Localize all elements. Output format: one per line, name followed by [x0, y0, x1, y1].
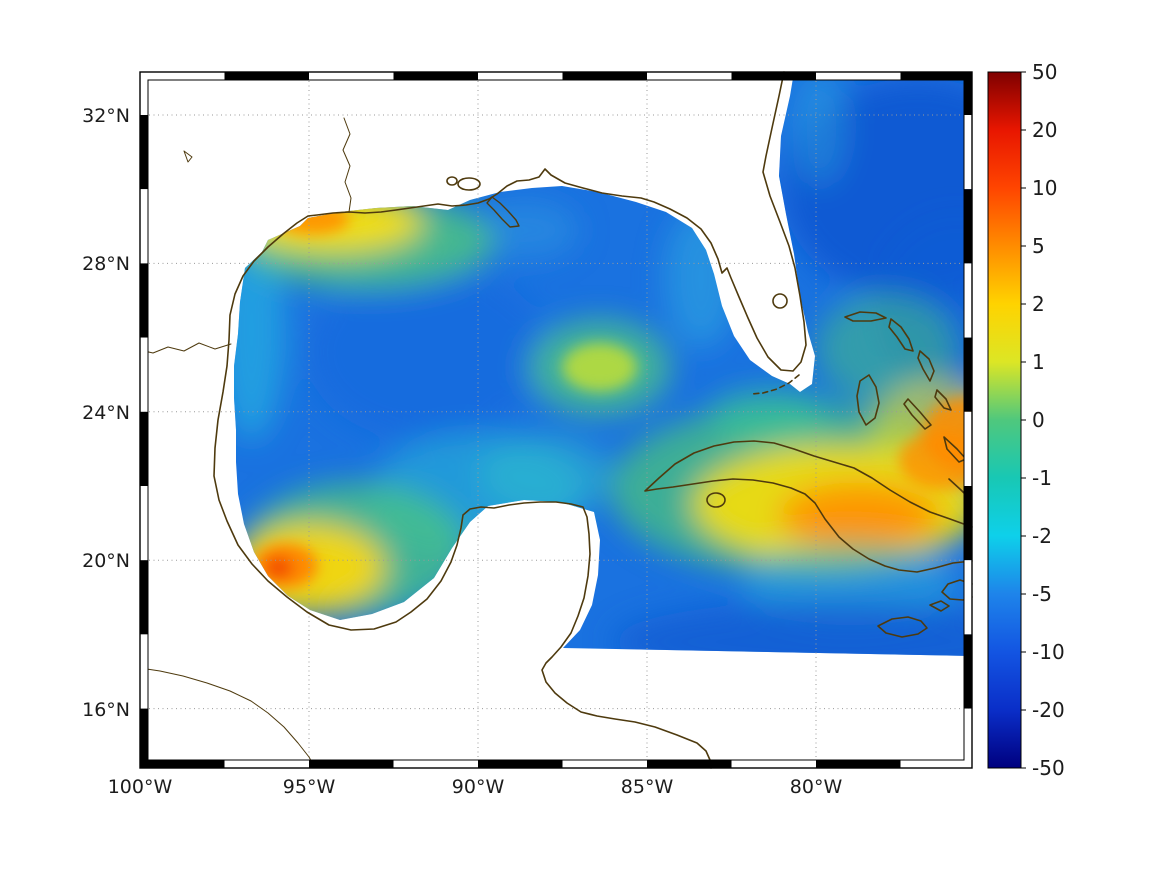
- lake-okeechobee: [772, 293, 788, 309]
- rivers: [139, 117, 352, 769]
- y-tick-20n: 20°N: [82, 550, 130, 572]
- colorbar: 50 20 10 5 2 1 0 -1 -2 -5 -10 -20 -50: [987, 60, 1065, 780]
- frame-segment: [224, 760, 309, 768]
- coastline-mainland: [213, 71, 807, 769]
- frame-segment: [964, 411, 972, 486]
- x-tick-100w: 100°W: [108, 776, 173, 798]
- frame-segment: [964, 72, 972, 115]
- frame-segment: [562, 760, 647, 768]
- frame-segment: [964, 337, 972, 412]
- x-tick-85w: 85°W: [621, 776, 674, 798]
- frame-segment: [816, 760, 901, 768]
- field-straits-green: [707, 387, 830, 444]
- x-tick-80w: 80°W: [790, 776, 843, 798]
- frame-segment: [224, 72, 309, 80]
- coastlines: [139, 71, 973, 769]
- field-smooth-anomalies: [234, 72, 972, 656]
- cb-label-0: 0: [1032, 408, 1045, 432]
- axis-labels: 32°N 28°N 24°N 20°N 16°N 100°W 95°W 90°W…: [82, 105, 842, 798]
- florida-keys: [750, 374, 800, 395]
- field-campeche-red: [264, 556, 293, 579]
- colorbar-labels: 50 20 10 5 2 1 0 -1 -2 -5 -10 -20 -50: [1032, 60, 1065, 780]
- lake-maurepas: [446, 176, 458, 186]
- frame-segment: [964, 115, 972, 190]
- lake-pontchartrain: [457, 177, 481, 191]
- y-tick-28n: 28°N: [82, 253, 130, 275]
- field-central-gulf-deep-blue: [305, 263, 549, 442]
- frame-segment: [140, 760, 225, 768]
- field-atlantic-deep-blue: [782, 77, 972, 301]
- y-tick-16n: 16°N: [82, 699, 130, 721]
- frame-segment: [140, 337, 148, 412]
- frame-segment: [140, 486, 148, 561]
- field-cuba-orange: [778, 482, 942, 550]
- frame-segment: [647, 760, 732, 768]
- frame-segment: [964, 263, 972, 338]
- frame-segment: [964, 486, 972, 561]
- bahamas-islands: [844, 311, 970, 499]
- field-midgulf-yellow-green: [562, 343, 637, 392]
- frame-segment: [964, 708, 972, 768]
- southeast-islands: [929, 579, 973, 612]
- cb-label-m2: -2: [1032, 524, 1052, 548]
- frame-segment: [393, 72, 478, 80]
- frame-segment: [964, 560, 972, 635]
- frame-segment: [900, 72, 972, 80]
- field-caribbean-south-deep-blue: [613, 601, 972, 656]
- cb-label-5: 5: [1032, 234, 1045, 258]
- frame-segment: [731, 72, 816, 80]
- graticule: [140, 72, 972, 768]
- frame-segment: [140, 72, 148, 115]
- cb-label-20: 20: [1032, 118, 1057, 142]
- map-frame: [139, 71, 973, 769]
- cb-label-m20: -20: [1032, 698, 1065, 722]
- cb-label-50: 50: [1032, 60, 1057, 84]
- cb-label-m50: -50: [1032, 756, 1065, 780]
- field-yucatan-north-cyan: [477, 434, 614, 516]
- frame-segment: [900, 760, 972, 768]
- frame-segment: [309, 72, 394, 80]
- frame-segment: [140, 72, 225, 80]
- data-field: [234, 72, 972, 656]
- x-tick-95w: 95°W: [283, 776, 336, 798]
- frame-segment: [964, 189, 972, 264]
- frame-segment: [964, 634, 972, 709]
- y-tick-32n: 32°N: [82, 105, 130, 127]
- frame-segment: [140, 411, 148, 486]
- field-georgia-coast-cyan: [792, 72, 847, 186]
- frame-segment: [478, 760, 563, 768]
- x-tick-90w: 90°W: [452, 776, 505, 798]
- frame-segment: [140, 560, 148, 635]
- mississippi-delta: [486, 196, 520, 228]
- frame-segment: [562, 72, 647, 80]
- frame-segment: [309, 760, 394, 768]
- coastline-jamaica: [877, 616, 928, 638]
- frame-outer-border: [139, 71, 973, 769]
- isla-juventud: [706, 492, 726, 508]
- frame-segment: [140, 634, 148, 709]
- frame-segment: [393, 760, 478, 768]
- frame-segment: [647, 72, 732, 80]
- cb-label-2: 2: [1032, 292, 1045, 316]
- cb-label-10: 10: [1032, 176, 1057, 200]
- y-tick-24n: 24°N: [82, 402, 130, 424]
- frame-segment: [140, 189, 148, 264]
- colorbar-ticks: [1021, 71, 1026, 769]
- frame-segment: [140, 708, 148, 768]
- frame-segment: [140, 115, 148, 190]
- cb-label-1: 1: [1032, 350, 1045, 374]
- frame-inner-border: [147, 79, 965, 761]
- frame-segment: [140, 263, 148, 338]
- coastline-cuba: [644, 440, 973, 573]
- colorbar-gradient: [987, 71, 1022, 769]
- frame-segment: [816, 72, 901, 80]
- cb-label-m5: -5: [1032, 582, 1052, 606]
- frame-segment: [731, 760, 816, 768]
- cb-label-m1: -1: [1032, 466, 1052, 490]
- frame-segment: [478, 72, 563, 80]
- cb-label-m10: -10: [1032, 640, 1065, 664]
